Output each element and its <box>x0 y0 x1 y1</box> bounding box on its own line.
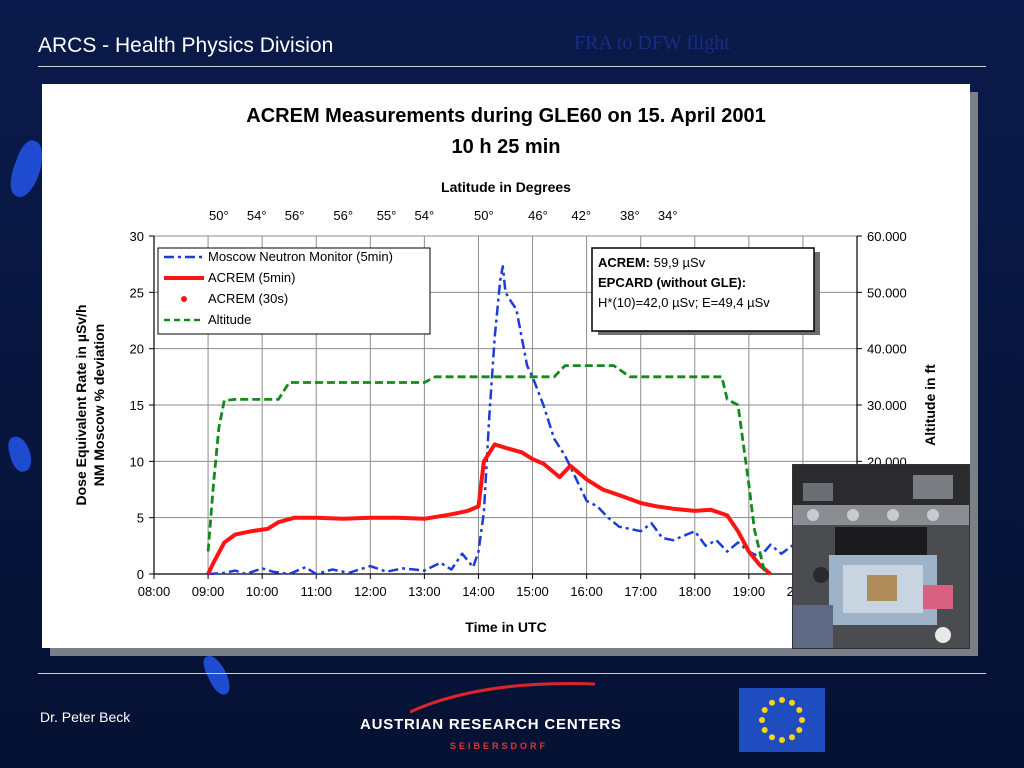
y-axis-title-line2: NM Moscow % deviation <box>91 324 107 487</box>
arc-logo-text: AUSTRIAN RESEARCH CENTERS <box>360 716 622 733</box>
series-line <box>206 442 772 576</box>
latitude-tick-label: 38° <box>620 208 640 223</box>
deco-shape-2 <box>5 434 35 474</box>
y2-tick-label: 30.000 <box>867 398 907 413</box>
eu-star-icon <box>796 707 803 713</box>
latitude-tick-label: 42° <box>571 208 591 223</box>
arc-logo-subtext: SEIBERSDORF <box>450 741 549 751</box>
eu-star-icon <box>799 717 805 723</box>
y-tick-label: 30 <box>130 229 144 244</box>
chart-title: ACREM Measurements during GLE60 on 15. A… <box>246 105 765 127</box>
annotation-line: EPCARD (without GLE): <box>598 275 746 290</box>
y2-tick-label: 50.000 <box>867 285 907 300</box>
eu-star-icon <box>759 717 765 723</box>
legend-label: Moscow Neutron Monitor (5min) <box>208 249 393 264</box>
slide-title: ARCS - Health Physics Division <box>38 34 334 57</box>
series-line <box>206 364 767 575</box>
legend-box <box>157 247 431 335</box>
annotation-text: 59,9 µSv <box>650 255 706 270</box>
eu-star-icon <box>779 697 785 703</box>
eu-star-icon <box>769 734 775 741</box>
annotation-box <box>591 247 815 332</box>
faint-title: FRA to DFW flight <box>574 32 730 54</box>
x-tick-label: 19:00 <box>733 584 766 599</box>
legend-swatch <box>181 296 187 302</box>
x-tick-label: 16:00 <box>570 584 603 599</box>
legend-label: ACREM (30s) <box>208 291 288 306</box>
eu-flag-icon <box>739 688 825 752</box>
eu-star-icon <box>789 734 795 741</box>
annotation-bold: EPCARD (without GLE): <box>598 275 746 290</box>
x-tick-label: 15:00 <box>516 584 549 599</box>
chart-panel: ACREM Measurements during GLE60 on 15. A… <box>42 84 970 648</box>
y2-axis-title: Altitude in ft <box>922 364 938 446</box>
x-tick-label: 17:00 <box>624 584 657 599</box>
y2-tick-label: 60.000 <box>867 229 907 244</box>
footer-author: Dr. Peter Beck <box>40 709 131 725</box>
latitude-tick-label: 56° <box>333 208 353 223</box>
eu-star-icon <box>761 727 768 733</box>
latitude-axis-title: Latitude in Degrees <box>441 179 571 195</box>
legend-label: ACREM (5min) <box>208 270 295 285</box>
latitude-tick-label: 50° <box>474 208 494 223</box>
latitude-tick-label: 50° <box>209 208 229 223</box>
latitude-tick-label: 46° <box>528 208 548 223</box>
x-tick-label: 18:00 <box>678 584 711 599</box>
deco-shape-3 <box>199 652 235 698</box>
chart-subtitle: 10 h 25 min <box>452 136 561 158</box>
y-tick-label: 15 <box>130 398 144 413</box>
y-tick-label: 0 <box>137 567 144 582</box>
legend-label: Altitude <box>208 312 251 327</box>
y-tick-label: 20 <box>130 342 144 357</box>
annotation-bold: ACREM: <box>598 255 650 270</box>
x-tick-label: 08:00 <box>138 584 171 599</box>
chart-svg: ACREM Measurements during GLE60 on 15. A… <box>73 105 938 635</box>
y-tick-label: 25 <box>130 285 144 300</box>
bottom-divider <box>38 673 986 674</box>
x-tick-label: 14:00 <box>462 584 495 599</box>
x-tick-label: 12:00 <box>354 584 387 599</box>
eu-star-icon <box>779 737 785 743</box>
instrument-photo <box>792 464 970 649</box>
x-tick-label: 10:00 <box>246 584 279 599</box>
annotation-line: ACREM: 59,9 µSv <box>598 255 706 270</box>
eu-star-icon <box>761 707 768 713</box>
annotation-line: H*(10)=42,0 µSv; E=49,4 µSv <box>598 295 770 310</box>
eu-star-icon <box>789 699 795 706</box>
latitude-tick-label: 55° <box>377 208 397 223</box>
x-tick-label: 11:00 <box>300 584 332 599</box>
latitude-tick-label: 54° <box>247 208 267 223</box>
latitude-tick-label: 54° <box>415 208 435 223</box>
y-axis-title-line1: Dose Equivalent Rate in µSv/h <box>73 304 89 505</box>
eu-star-icon <box>796 727 803 733</box>
latitude-tick-label: 34° <box>658 208 678 223</box>
x-tick-label: 09:00 <box>192 584 225 599</box>
latitude-tick-label: 56° <box>285 208 305 223</box>
y-tick-label: 5 <box>137 511 144 526</box>
y2-tick-label: 40.000 <box>867 342 907 357</box>
x-axis-title: Time in UTC <box>465 619 546 635</box>
eu-star-icon <box>769 699 775 706</box>
x-tick-label: 13:00 <box>408 584 441 599</box>
annotation-text: H*(10)=42,0 µSv; E=49,4 µSv <box>598 295 770 310</box>
top-divider <box>38 66 986 67</box>
y-tick-label: 10 <box>130 454 144 469</box>
arc-logo-swoosh <box>410 682 596 714</box>
